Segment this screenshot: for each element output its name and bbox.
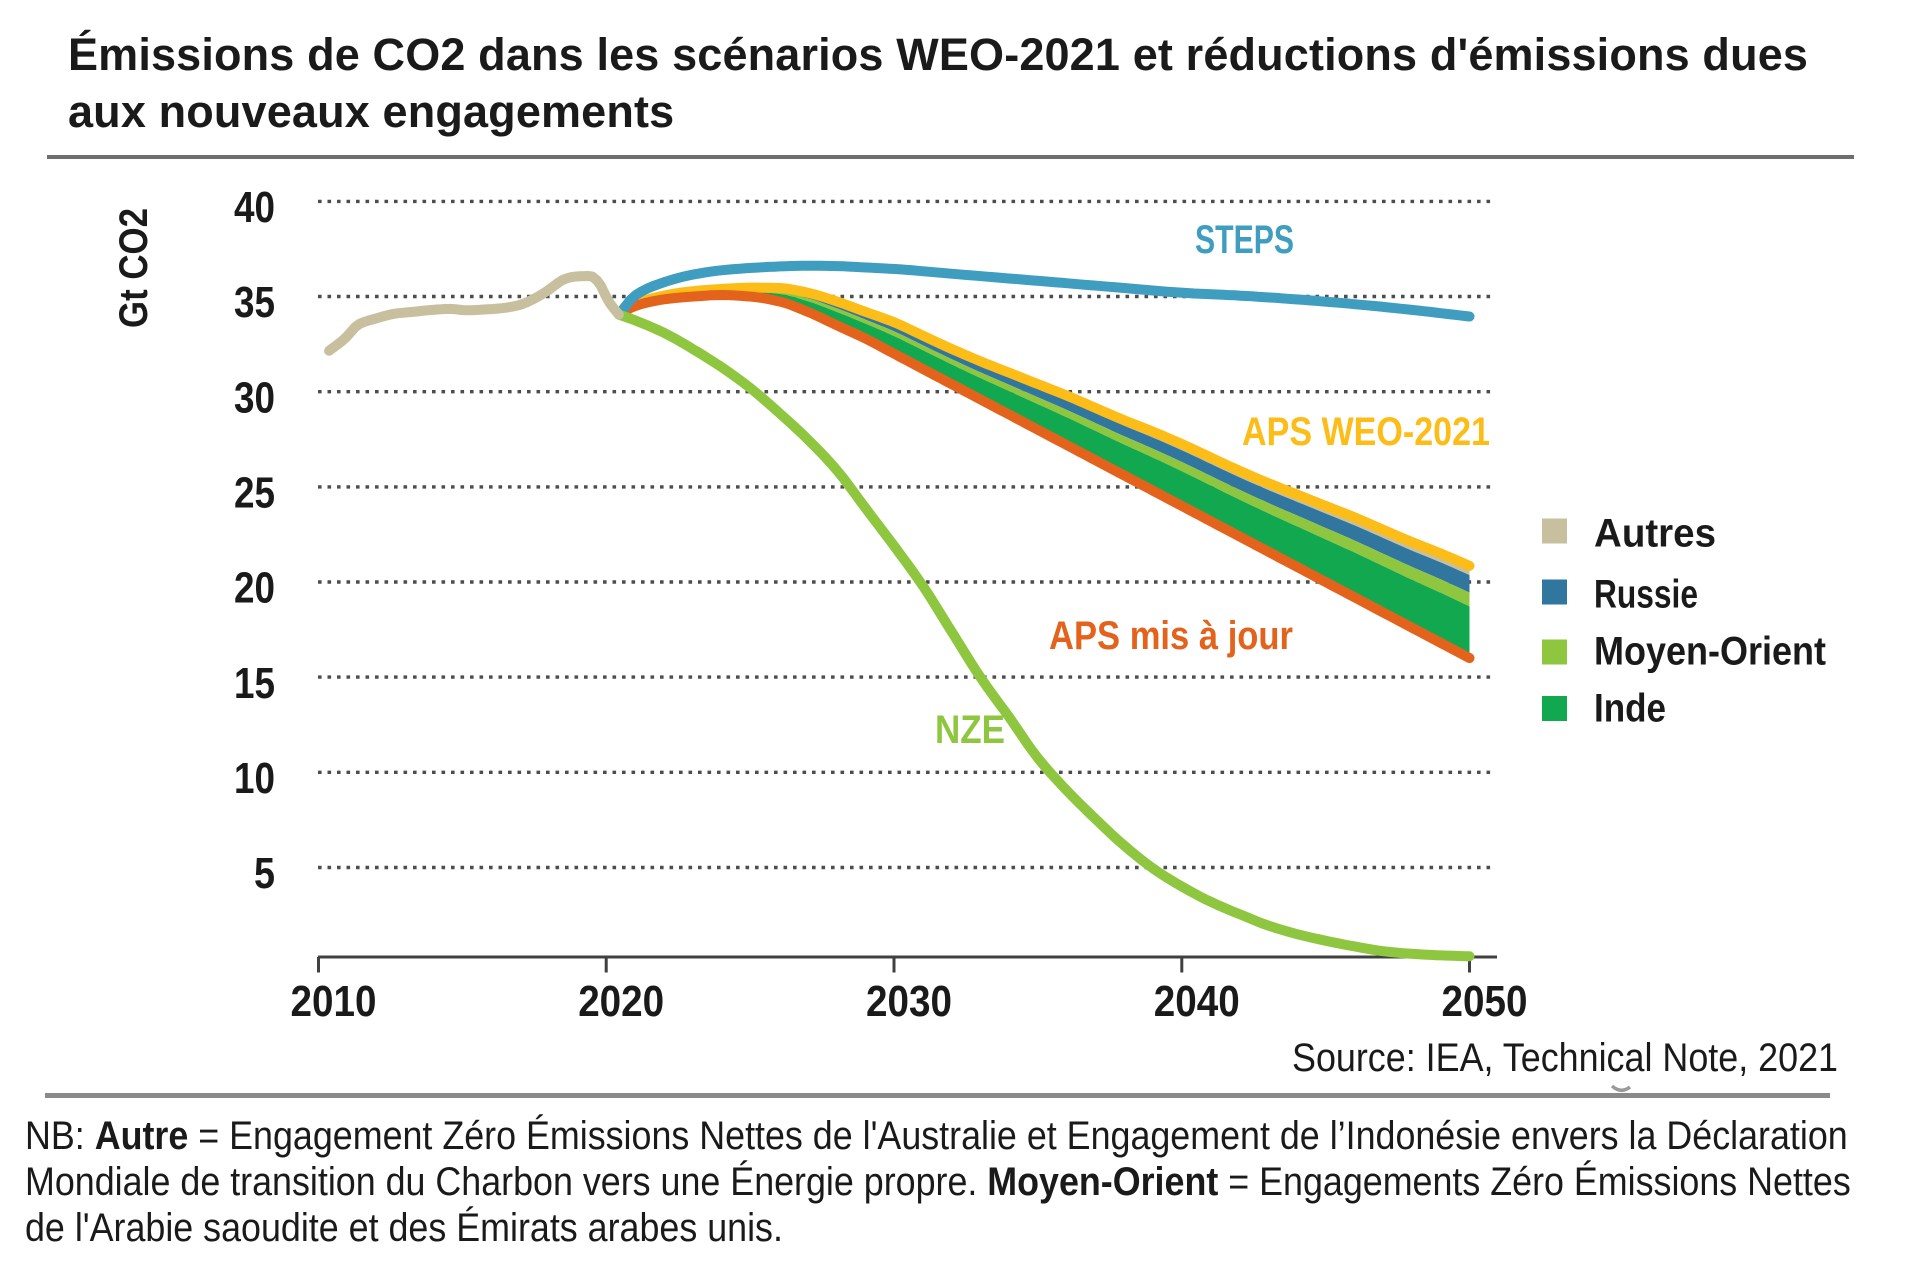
svg-text:APS mis à jour: APS mis à jour (1049, 614, 1293, 658)
svg-text:2050: 2050 (1442, 977, 1528, 1026)
svg-text:40: 40 (234, 183, 275, 232)
svg-text:Gt CO2: Gt CO2 (112, 208, 156, 328)
svg-text:2040: 2040 (1154, 977, 1240, 1026)
svg-text:STEPS: STEPS (1195, 218, 1294, 262)
svg-text:2030: 2030 (866, 977, 952, 1026)
svg-text:Inde: Inde (1594, 687, 1666, 731)
svg-text:30: 30 (234, 373, 275, 422)
svg-text:Source: IEA, Technical Note, 2: Source: IEA, Technical Note, 2021 (1292, 1036, 1838, 1080)
svg-text:2010: 2010 (291, 977, 377, 1026)
svg-text:Moyen-Orient: Moyen-Orient (1594, 630, 1826, 674)
svg-text:25: 25 (234, 469, 275, 518)
svg-text:35: 35 (234, 278, 275, 327)
svg-text:APS WEO-2021: APS WEO-2021 (1242, 410, 1490, 454)
svg-text:5: 5 (254, 849, 275, 898)
svg-text:20: 20 (234, 564, 275, 613)
svg-text:2020: 2020 (578, 977, 664, 1026)
svg-text:10: 10 (234, 754, 275, 803)
svg-text:Russie: Russie (1594, 573, 1698, 617)
svg-text:Autres: Autres (1594, 512, 1716, 556)
svg-text:15: 15 (234, 659, 275, 708)
svg-text:NZE: NZE (935, 708, 1005, 752)
